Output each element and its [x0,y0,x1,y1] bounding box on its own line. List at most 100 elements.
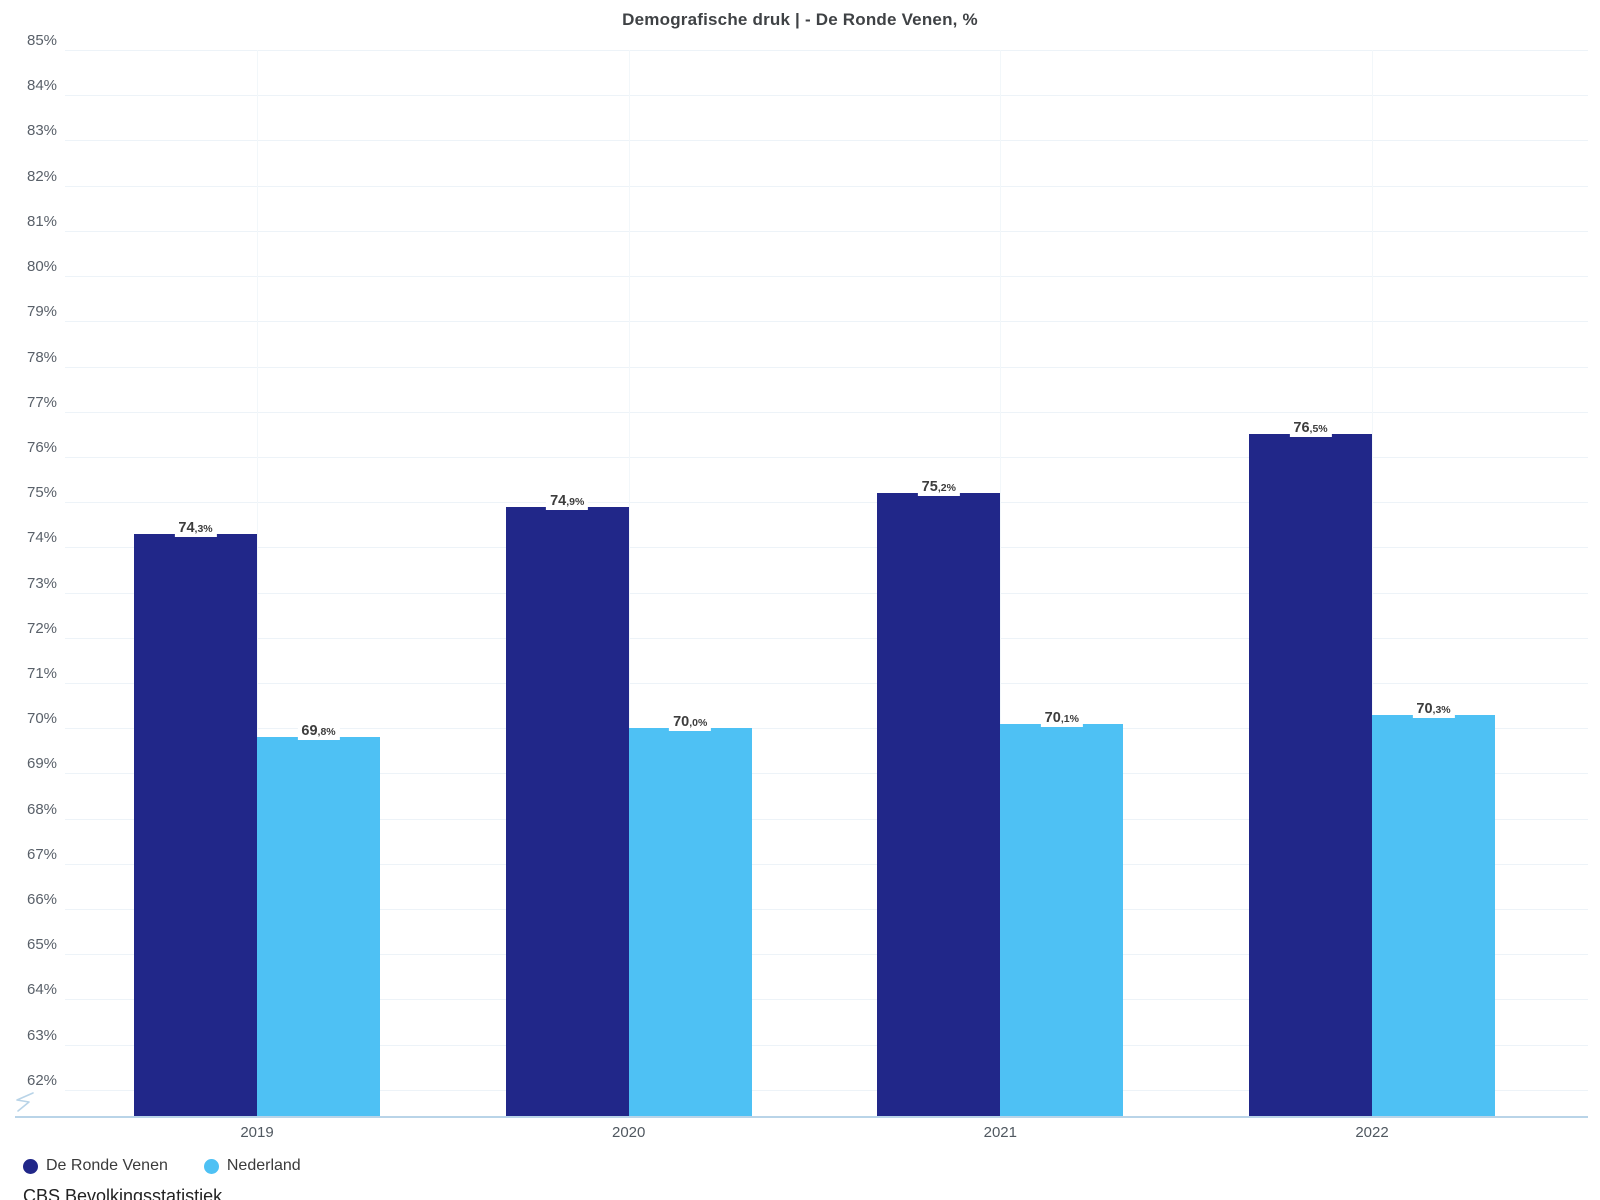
horizontal-gridline [65,1089,1588,1091]
x-axis-tick-label-2022: 2022 [1355,1124,1389,1141]
y-axis-tick-label: 70% [27,710,58,728]
y-axis-tick-label: 66% [27,891,58,908]
bar-nederland-2022[interactable] [1372,714,1495,1117]
horizontal-gridline [65,140,1588,142]
bar-value-label: 75,2% [917,477,960,497]
y-axis-tick-label: 62% [27,1071,58,1089]
bar-value-label: 70,0% [669,712,712,732]
y-axis-tick-label: 72% [27,619,58,637]
value-decimal-part: ,3% [1432,703,1451,716]
chart-title: Demografische druk | - De Ronde Venen, % [622,10,978,29]
bar-value-label: 74,3% [174,517,217,537]
y-axis-tick-label: 79% [27,303,58,321]
horizontal-gridline [65,502,1588,504]
horizontal-gridline [65,547,1588,549]
y-axis-tick-label: 83% [27,122,58,140]
vertical-gridline [257,50,258,1117]
value-decimal-part: ,8% [317,726,336,739]
x-axis-tick-label-2019: 2019 [240,1124,274,1141]
vertical-gridline [628,50,630,1117]
legend-swatch-icon [203,1158,219,1174]
bar-value-label: 70,1% [1040,707,1083,727]
horizontal-gridline [65,683,1588,684]
x-axis-tick-label-2020: 2020 [612,1124,646,1141]
legend-item-de-ronde-venen[interactable]: De Ronde Venen [23,1157,168,1175]
legend-label: Nederland [226,1157,301,1174]
y-axis-tick-label: 68% [27,800,58,818]
bar-nederland-2021[interactable] [1000,723,1124,1117]
y-axis-tick-label: 78% [27,348,58,366]
y-axis-tick-label: 82% [27,167,58,185]
value-decimal-part: ,3% [194,522,213,535]
legend: De Ronde Venen Nederland [23,1157,301,1175]
y-axis-tick-label: 80% [27,258,58,276]
horizontal-gridline [65,773,1588,775]
bar-value-label: 69,8% [297,721,340,741]
horizontal-gridline [65,637,1588,639]
horizontal-gridline [65,276,1588,278]
horizontal-gridline [65,1044,1588,1046]
vertical-gridline [1372,50,1373,1117]
value-integer-part: 75 [921,479,938,496]
y-axis-tick-label: 69% [27,755,58,773]
bar-de-ronde-venen-2019[interactable] [134,533,257,1117]
bar-nederland-2020[interactable] [628,728,752,1117]
horizontal-gridline [65,95,1588,97]
y-axis-tick-label: 85% [27,32,58,49]
value-integer-part: 70 [1416,700,1433,717]
y-axis-tick-label: 84% [27,77,58,95]
value-decimal-part: ,9% [566,495,585,508]
value-integer-part: 69 [301,723,318,740]
x-axis-tick-label-2021: 2021 [983,1124,1017,1141]
horizontal-gridline [65,366,1588,368]
horizontal-gridline [65,728,1588,730]
y-axis-tick-label: 81% [27,212,58,230]
y-axis-tick-label: 67% [27,845,58,863]
value-decimal-part: ,5% [1309,423,1328,436]
horizontal-gridline [65,999,1588,1001]
bar-value-label: 76,5% [1289,418,1332,438]
horizontal-gridline [65,456,1588,458]
legend-label: De Ronde Venen [46,1157,168,1174]
value-integer-part: 76 [1293,420,1310,437]
y-axis-tick-label: 65% [27,936,58,954]
vertical-gridline [1000,50,1002,1117]
value-decimal-part: ,2% [937,482,956,495]
y-axis-tick-label: 76% [27,438,58,456]
value-integer-part: 70 [673,714,690,731]
y-axis-tick-label: 71% [27,665,58,682]
horizontal-gridline [65,863,1588,865]
horizontal-gridline [65,321,1588,323]
bar-nederland-2019[interactable] [257,737,380,1117]
y-axis-tick-label: 77% [27,393,58,411]
x-axis-line [15,1116,1588,1118]
y-axis-tick-label: 73% [27,574,58,592]
legend-item-nederland[interactable]: Nederland [203,1157,301,1175]
bar-value-label: 74,9% [546,490,589,510]
horizontal-gridline [65,592,1588,594]
source-footer: CBS Bevolkingsstatistiek [23,1186,223,1200]
horizontal-gridline [65,411,1588,413]
value-integer-part: 70 [1044,709,1061,726]
horizontal-gridline [65,50,1588,51]
horizontal-gridline [65,230,1588,232]
bar-value-label: 70,3% [1412,698,1455,718]
bar-de-ronde-venen-2022[interactable] [1249,434,1372,1117]
bar-de-ronde-venen-2021[interactable] [877,493,1001,1117]
horizontal-gridline [65,818,1588,820]
axis-break-icon [16,1092,34,1112]
legend-swatch-icon [23,1158,38,1174]
y-axis-tick-label: 75% [27,484,58,502]
value-decimal-part: ,0% [689,717,708,730]
horizontal-gridline [65,185,1588,187]
y-axis-tick-label: 64% [27,981,58,999]
horizontal-gridline [65,909,1588,910]
value-integer-part: 74 [550,492,567,509]
y-axis-tick-label: 74% [27,529,58,547]
y-axis-tick-label: 63% [27,1026,58,1044]
value-integer-part: 74 [178,519,195,536]
value-decimal-part: ,1% [1060,712,1079,725]
bar-de-ronde-venen-2020[interactable] [505,506,629,1117]
horizontal-gridline [65,954,1588,956]
